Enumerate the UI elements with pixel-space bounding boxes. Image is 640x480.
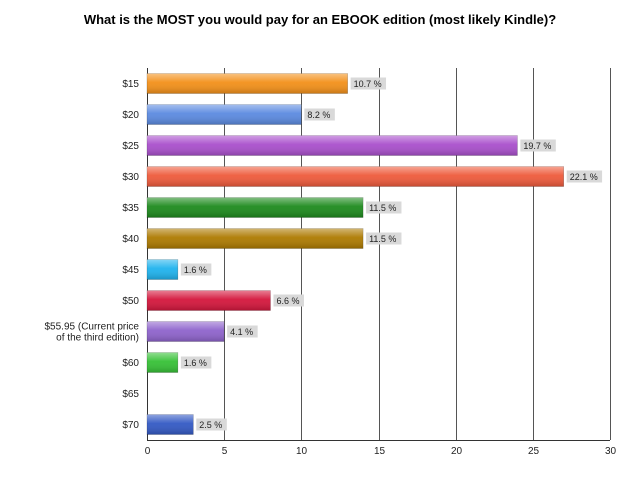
data-label: 1.6 % [184, 265, 207, 275]
bar-shine [147, 104, 302, 125]
x-tick-label: 20 [451, 446, 463, 457]
x-tick-label: 5 [222, 446, 228, 457]
bar-shine [147, 259, 178, 280]
x-tick-label: 0 [145, 446, 151, 457]
data-label-bg [180, 263, 212, 276]
category-label: $70 [122, 420, 139, 431]
data-label-bg [350, 77, 387, 90]
bar-shine [147, 197, 364, 218]
bar-shine [147, 352, 178, 373]
category-label: $35 [122, 203, 139, 214]
data-label-bg [304, 108, 335, 121]
data-label-bg [196, 418, 227, 431]
data-label: 11.5 % [369, 234, 396, 244]
bar-shine [147, 73, 348, 94]
data-label-bg [227, 325, 258, 338]
chart-title: What is the MOST you would pay for an EB… [83, 12, 557, 27]
bar-shine [147, 166, 564, 187]
data-label-bg [273, 294, 304, 307]
category-label: $55.95 (Current price [45, 322, 140, 333]
category-label: $25 [122, 141, 139, 152]
data-label: 6.6 % [276, 296, 299, 306]
data-label-bg [566, 170, 603, 183]
bar-shine [147, 135, 518, 156]
category-label: $40 [122, 234, 139, 245]
category-label: $50 [122, 296, 139, 307]
category-label: $45 [122, 265, 139, 276]
data-label-bg [180, 356, 212, 369]
x-tick-label: 15 [374, 446, 386, 457]
x-tick-label: 30 [605, 446, 617, 457]
category-label: $20 [122, 110, 139, 121]
data-label: 1.6 % [184, 358, 207, 368]
data-label-bg [520, 139, 556, 152]
data-label: 10.7 % [354, 79, 382, 89]
category-label: $60 [122, 358, 139, 369]
bar-shine [147, 414, 194, 435]
x-tick-label: 25 [528, 446, 540, 457]
data-label: 8.2 % [307, 110, 330, 120]
data-label: 2.5 % [199, 420, 222, 430]
data-label: 4.1 % [230, 327, 253, 337]
x-tick-label: 10 [296, 446, 308, 457]
data-label-bg [366, 232, 402, 245]
category-label: $15 [122, 79, 139, 90]
bars [146, 73, 564, 435]
category-label: $30 [122, 172, 139, 183]
category-label: of the third edition) [56, 333, 139, 344]
data-label: 11.5 % [369, 203, 396, 213]
bar-shine [147, 290, 271, 311]
data-label: 19.7 % [523, 141, 551, 151]
bar-shine [147, 321, 225, 342]
bar-shine [147, 228, 364, 249]
data-label-bg [366, 201, 402, 214]
data-label: 22.1 % [570, 172, 598, 182]
gridlines [147, 68, 611, 441]
category-label: $65 [122, 389, 139, 400]
labels: 0 5 10 15 20 25 30 $15 10.7 % $20 8.2 % $25 19.7 % $3… [45, 77, 617, 457]
